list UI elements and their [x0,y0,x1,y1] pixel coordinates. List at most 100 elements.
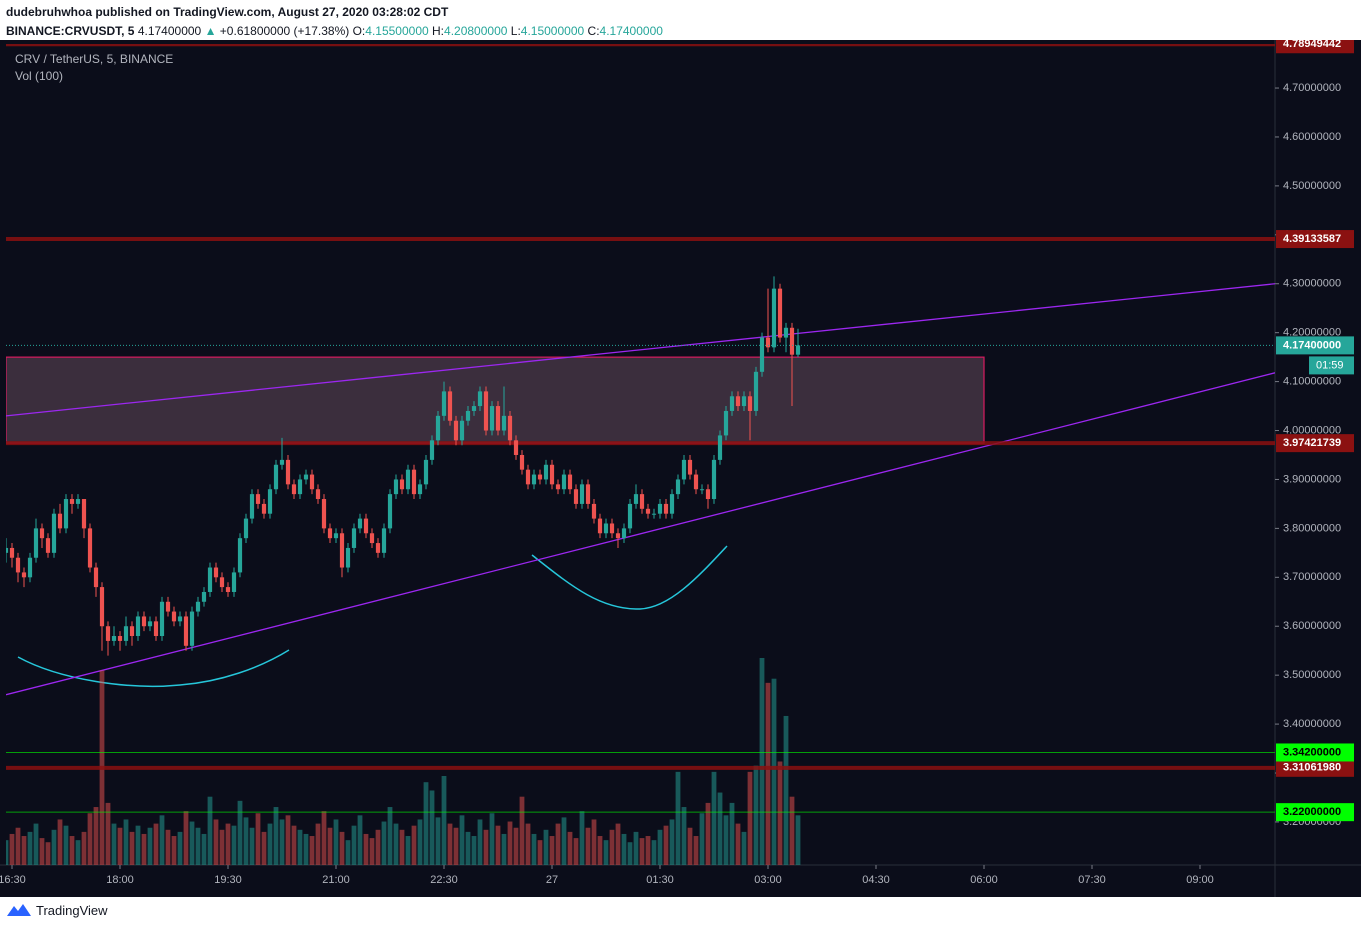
x-tick-label: 16:30 [0,874,26,886]
volume-bar [639,838,645,865]
candle-body [105,626,111,641]
candle-body [279,459,285,465]
candle-body [471,406,477,411]
volume-bar [321,811,327,865]
level-badge [1276,803,1354,822]
candle-body [627,503,633,529]
candle-body [573,489,579,504]
candle-body [315,489,321,500]
volume-bar [441,775,447,865]
chart-bg [0,40,1361,897]
candle-body [477,391,483,407]
volume-bar [255,813,261,865]
candle-body [657,503,663,514]
candle-body [219,577,225,588]
candle-body [747,396,753,411]
volume-bar [21,836,27,865]
y-tick-label: 3.60000000 [1283,620,1341,632]
volume-bar [729,802,735,865]
volume-bar [675,771,681,865]
candle-body [255,494,261,504]
volume-bar [27,831,33,865]
volume-bar [795,815,801,865]
candle-body [231,572,237,592]
volume-bar [453,827,459,865]
y-tick-label: 3.40000000 [1283,718,1341,730]
level-label: 3.31061980 [1283,762,1341,774]
volume-bar [633,831,639,865]
candle-body [387,494,393,529]
countdown-badge [1309,356,1354,375]
candle-body [711,459,717,500]
candle-body [141,616,147,627]
candle-body [135,616,141,637]
candle-body [207,567,213,592]
candle-body [399,479,405,490]
candle-body [15,557,21,573]
volume-bar [171,836,177,865]
candle-body [423,459,429,485]
volume-bar [537,840,543,865]
volume-bar [489,813,495,865]
volume-bar [645,836,651,865]
y-tick-label: 4.10000000 [1283,376,1341,388]
candle-body [597,518,603,534]
candle-body [357,518,363,529]
candle-body [21,572,27,578]
volume-bar [759,658,765,865]
candle-body [291,484,297,495]
volume-bar [105,802,111,865]
volume-bar [609,829,615,865]
volume-bar [405,836,411,865]
candle-body [303,474,309,480]
candle-body [753,371,759,411]
volume-bar [669,819,675,865]
candle-body [195,601,201,612]
volume-bar [75,840,81,865]
volume-bar [705,802,711,865]
volume-bar [597,836,603,865]
candle-body [723,410,729,436]
volume-bar [81,831,87,865]
candle-body [375,543,381,553]
volume-bar [399,829,405,865]
volume-bar [615,823,621,865]
y-tick-label: 4.60000000 [1283,131,1341,143]
candle-body [69,499,75,504]
ohlc-value: 4.17400000 [599,24,663,38]
footer-text: TradingView [36,902,108,918]
ohlc-key: O: [352,24,366,38]
candle-body [693,474,699,490]
candle-body [579,484,585,504]
arc-drawing [531,545,728,610]
candle-body [699,489,705,491]
volume-bar [723,815,729,865]
candle-body [129,626,135,637]
volume-bar [657,829,663,865]
candle-body [309,474,315,490]
volume-bar [591,819,597,865]
candle-body [93,567,99,588]
last: 4.17400000 [137,24,202,38]
ohlc-key: L: [510,24,521,38]
candle-body [561,474,567,490]
volume-bar [765,682,771,865]
volume-bar [411,825,417,865]
x-tick-label: 04:30 [862,874,890,886]
volume-bar [525,823,531,865]
candle-body [393,479,399,495]
candle-body [447,391,453,421]
candle-body [117,636,123,641]
candle-body [777,288,783,338]
candle-body [6,547,9,553]
x-tick-label: 06:00 [970,874,998,886]
volume-bar [561,817,567,865]
volume-bar [357,815,363,865]
level-badge [1276,743,1354,762]
candle-body [381,528,387,553]
candle-body [339,533,345,568]
candle-body [687,459,693,475]
volume-bar [699,813,705,865]
volume-bar [279,819,285,865]
volume-bar [93,807,99,865]
